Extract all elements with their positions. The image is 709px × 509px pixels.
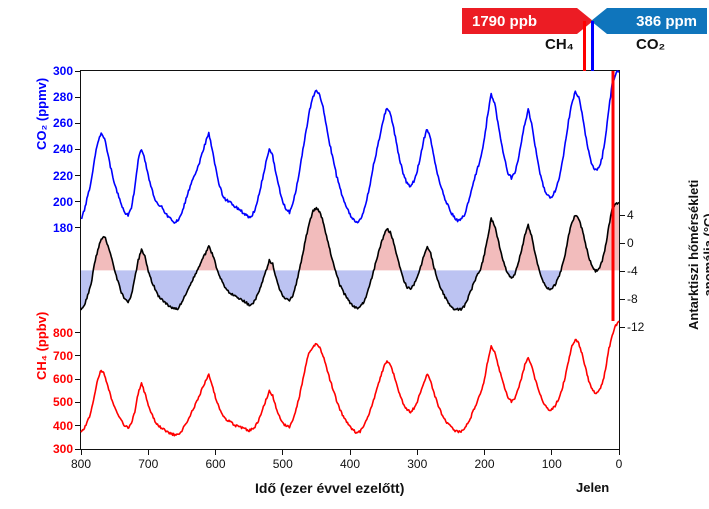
temp-axis-title: Antarktiszi hőmérsékletianomália (°C) <box>687 180 709 330</box>
ch4-present-spike <box>583 21 586 71</box>
temp-tick <box>619 243 625 244</box>
ch4-present-arrow: 1790 ppb <box>462 8 577 34</box>
x-tick <box>417 449 418 455</box>
ch4-tick-label: 600 <box>53 372 73 386</box>
co2-tick <box>75 123 81 124</box>
co2-tick <box>75 201 81 202</box>
present-label: Jelen <box>576 480 609 495</box>
co2-tick-label: 300 <box>53 64 73 78</box>
co2-tick-label: 240 <box>53 142 73 156</box>
co2-tick-label: 280 <box>53 90 73 104</box>
x-tick-label: 500 <box>273 457 293 471</box>
co2-tick-label: 220 <box>53 169 73 183</box>
co2-present-spike <box>591 21 594 71</box>
temp-tick-label: 0 <box>627 236 634 250</box>
co2-present-label: CO₂ <box>636 36 665 53</box>
x-tick-label: 700 <box>138 457 158 471</box>
x-tick-label: 800 <box>71 457 91 471</box>
ch4-tick <box>75 355 81 356</box>
ch4-tick <box>75 332 81 333</box>
co2-axis-title: CO₂ (ppmv) <box>34 78 49 150</box>
co2-tick-label: 180 <box>53 221 73 235</box>
ch4-tick <box>75 449 81 450</box>
x-tick <box>350 449 351 455</box>
ch4-tick <box>75 379 81 380</box>
co2-present-arrow: 386 ppm <box>607 8 707 34</box>
ch4-tick-label: 500 <box>53 395 73 409</box>
x-tick <box>215 449 216 455</box>
temp-tick <box>619 299 625 300</box>
x-tick <box>282 449 283 455</box>
ch4-tick-label: 800 <box>53 326 73 340</box>
temp-tick <box>619 271 625 272</box>
x-tick <box>148 449 149 455</box>
temp-tick-label: 4 <box>627 208 634 222</box>
co2-tick <box>75 71 81 72</box>
ch4-series-line <box>81 321 619 436</box>
ch4-tick-label: 400 <box>53 419 73 433</box>
x-tick-label: 200 <box>474 457 494 471</box>
x-tick-label: 400 <box>340 457 360 471</box>
co2-series-line <box>81 71 619 223</box>
x-tick-label: 600 <box>205 457 225 471</box>
x-tick <box>551 449 552 455</box>
temp-tick-label: -8 <box>627 292 638 306</box>
plot-area: 8007006005004003002001000180200220240260… <box>80 70 620 450</box>
ch4-tick-label: 700 <box>53 349 73 363</box>
co2-tick <box>75 149 81 150</box>
chart-stage: 1790 ppb 386 ppm CH₄ CO₂ CO₂ (ppmv) CH₄ … <box>0 0 709 509</box>
x-tick-label: 300 <box>407 457 427 471</box>
ch4-tick <box>75 425 81 426</box>
temp-tick-label: -4 <box>627 264 638 278</box>
temp-tick <box>619 327 625 328</box>
x-tick <box>484 449 485 455</box>
co2-tick-label: 260 <box>53 116 73 130</box>
ch4-tick-label: 300 <box>53 442 73 456</box>
temp-tick-label: -12 <box>627 320 644 334</box>
temp-tick <box>619 215 625 216</box>
co2-tick <box>75 227 81 228</box>
ch4-present-value: 1790 ppb <box>472 13 537 30</box>
ch4-tick <box>75 402 81 403</box>
x-tick <box>81 449 82 455</box>
co2-present-value: 386 ppm <box>636 13 697 30</box>
series-svg <box>81 71 619 449</box>
co2-tick <box>75 97 81 98</box>
x-axis-title: Idő (ezer évvel ezelőtt) <box>255 480 404 496</box>
co2-tick <box>75 175 81 176</box>
temp-cold-fill <box>81 270 619 310</box>
x-tick-label: 100 <box>542 457 562 471</box>
ch4-axis-title: CH₄ (ppbv) <box>34 312 49 380</box>
x-tick <box>619 449 620 455</box>
ch4-present-label: CH₄ <box>545 36 574 53</box>
x-tick-label: 0 <box>616 457 623 471</box>
co2-tick-label: 200 <box>53 195 73 209</box>
temp-warm-fill <box>81 202 619 270</box>
